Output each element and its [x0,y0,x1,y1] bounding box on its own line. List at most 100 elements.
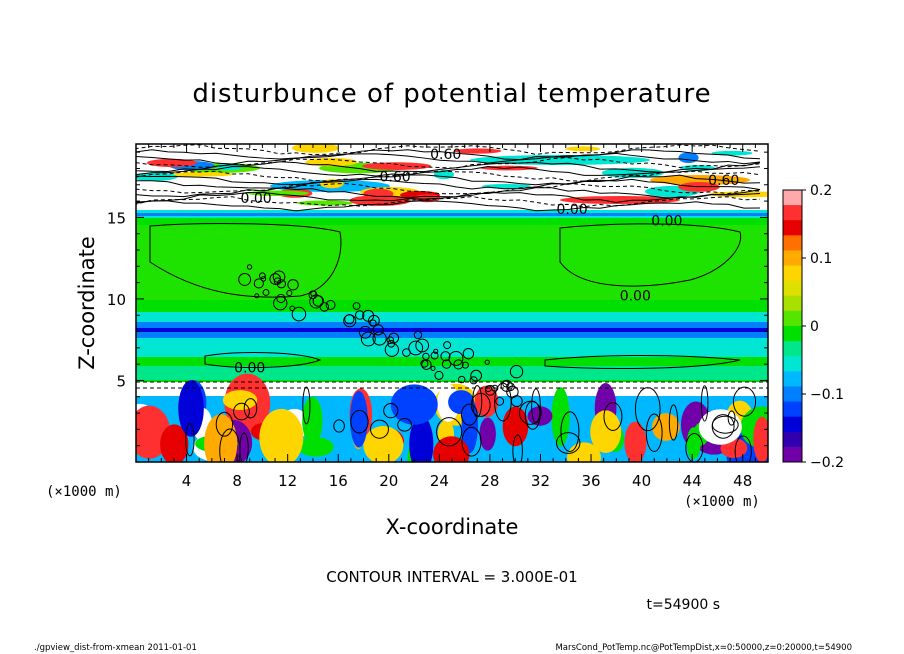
contour-label: 0.60 [380,170,411,186]
contour-cell [302,386,311,425]
contour-line [136,161,761,173]
upper-cell [601,167,664,178]
x-tick-label: 4 [182,472,192,490]
contour-cell [408,340,424,356]
field-top-patch [650,175,750,185]
colorbar-swatch [783,265,802,282]
convective-cell [222,390,258,410]
colorbar-swatch [783,341,802,357]
colorbar-tick-label: −0.1 [810,387,844,403]
contour-label: 0.60 [430,147,461,163]
upper-cell [363,188,394,200]
contour-label: 0.00 [620,289,651,305]
contour-cell [433,348,439,354]
contour-cell [276,293,286,304]
contour-cell [469,376,478,385]
convective-cell [502,406,529,447]
colorbar-swatch [783,310,802,327]
x-tick-label: 36 [581,472,600,490]
contour-cell [372,324,384,336]
x-tick-label: 24 [430,472,449,490]
x-axis-unit: (×1000 m) [684,494,760,510]
colorbar-swatch [783,205,802,221]
colorbar-swatch [783,295,802,312]
x-tick-label: 28 [480,472,499,490]
contour-cell [472,385,483,418]
contour-cell [440,351,451,362]
y-tick-label: 5 [116,372,126,390]
colorbar-swatch [783,250,802,267]
contour-interval-label: CONTOUR INTERVAL = 3.000E-01 [326,568,577,586]
convective-cell [433,436,470,462]
contour-cell [434,370,444,380]
footer-left: ./gpview_dist-from-xmean 2011-01-01 [34,643,197,653]
colorbar-swatch [783,431,802,448]
contour-cell [287,279,299,291]
field-deep-blue-band [136,328,768,332]
convective-cell [390,384,438,425]
contour-cell [461,426,482,457]
contour-line [136,149,761,161]
contour-line [136,187,761,199]
plot-area: 0.60 0.60 0.60 0.00 0.00 0.00 0.00 0.00 [136,144,768,462]
contour-cell [369,319,377,327]
contour-line [136,170,761,182]
contour-cell [215,411,234,437]
contour-label: 0.00 [556,202,587,218]
contour-cell [495,396,505,406]
contour-cell [386,336,395,344]
contour-cell [727,410,736,426]
contour-cell [502,380,510,388]
contour-cell [453,359,464,370]
colorbar-swatch [783,446,802,463]
contour-line [559,223,742,287]
upper-cell [291,144,339,153]
contour-cell [436,417,463,447]
contour-cell [484,359,490,365]
convective-cell [409,415,434,462]
contour-cell [443,341,452,350]
contour-line [544,355,741,369]
y-tick-label: 15 [107,209,126,227]
contour-cell [352,302,361,310]
y-axis-unit: (×1000 m) [46,484,122,500]
convective-cell [160,424,189,462]
contour-cell [711,414,735,439]
contour-cell [415,338,430,353]
x-tick-label: 32 [531,472,550,490]
contour-cell [238,273,252,286]
convective-cell [302,396,323,445]
contour-cell [519,400,542,425]
contour-cell [509,365,524,379]
contour-cell [258,272,266,280]
colorbar-swatch [783,416,802,433]
contour-cell [291,306,307,322]
contour-cell [269,273,282,285]
field-lower-cyan-band [136,366,768,380]
contour-cell [603,402,623,431]
convective-cell [753,416,768,462]
convective-cell [624,421,647,462]
field-top-patch [470,155,650,165]
colorbar-swatch [783,371,802,387]
contour-cell [344,314,355,325]
colorbar: 0.2 0.1 0 −0.1 −0.2 [782,183,844,471]
contour-cell [634,387,661,432]
convective-cell [376,434,396,462]
contour-labels: 0.60 0.60 0.60 0.00 0.00 0.00 0.00 0.00 [234,147,739,377]
contour-cell [470,369,482,382]
colorbar-swatch [783,190,802,206]
contour-line [136,152,761,165]
colorbar-tick-label: −0.2 [810,455,844,471]
contour-cell [506,382,515,392]
contour-cell [732,386,757,417]
x-tick-label: 40 [632,472,651,490]
contour-line [136,174,761,186]
contour-cell [387,339,396,348]
x-tick-label: 16 [329,472,348,490]
contour-label: 0.00 [240,191,271,207]
x-tick-label: 8 [232,472,242,490]
contour-line [136,166,761,177]
upper-cell [168,172,234,177]
